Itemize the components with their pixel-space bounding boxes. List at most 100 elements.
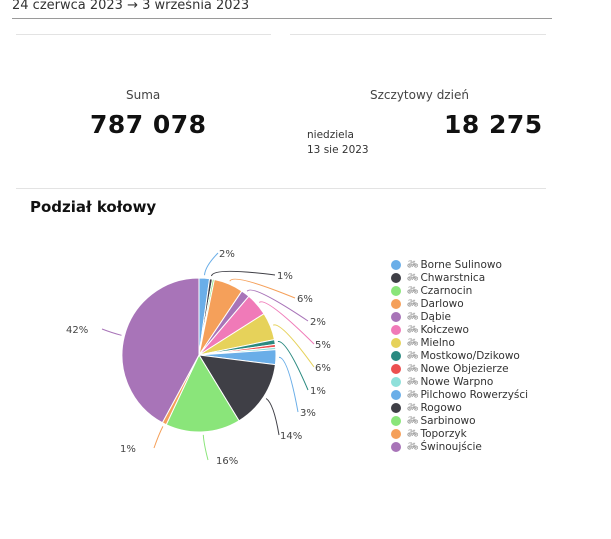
bicycle-icon: 🚲︎ bbox=[407, 298, 419, 309]
legend-item-dabie[interactable]: 🚲︎ Dąbie bbox=[391, 310, 528, 323]
leader-line bbox=[278, 356, 299, 413]
legend-item-toporzyk[interactable]: 🚲︎ Toporzyk bbox=[391, 427, 528, 440]
bicycle-icon: 🚲︎ bbox=[407, 337, 419, 348]
section-title: Podział kołowy bbox=[30, 198, 157, 216]
legend-item-rogowo[interactable]: 🚲︎ Rogowo bbox=[391, 401, 528, 414]
legend-item-kolczewo[interactable]: 🚲︎ Kołczewo bbox=[391, 323, 528, 336]
pct-label-sarbinowo: 16% bbox=[216, 456, 238, 467]
leader-line bbox=[258, 301, 315, 345]
bicycle-icon: 🚲︎ bbox=[407, 285, 419, 296]
bicycle-icon: 🚲︎ bbox=[407, 311, 419, 322]
legend-dot bbox=[391, 272, 401, 283]
pct-label-mielno: 6% bbox=[315, 363, 331, 374]
legend-dot bbox=[391, 350, 401, 361]
legend-dot bbox=[391, 441, 401, 452]
bicycle-icon: 🚲︎ bbox=[407, 259, 419, 270]
legend-item-darlowo[interactable]: 🚲︎ Darlowo bbox=[391, 297, 528, 310]
legend-item-nowe-warpno[interactable]: 🚲︎ Nowe Warpno bbox=[391, 375, 528, 388]
legend-item-pilchowo[interactable]: 🚲︎ Pilchowo Rowerzyści bbox=[391, 388, 528, 401]
bicycle-icon: 🚲︎ bbox=[407, 402, 419, 413]
pie-slice[interactable] bbox=[165, 353, 240, 433]
legend-dot bbox=[391, 363, 401, 374]
pct-label-dabie: 2% bbox=[310, 317, 326, 328]
legend-label: Dąbie bbox=[420, 310, 451, 323]
bicycle-icon: 🚲︎ bbox=[407, 324, 419, 335]
peak-day-full-date: 13 sie 2023 bbox=[307, 144, 369, 156]
legend-label: Mielno bbox=[420, 336, 455, 349]
legend-label: Mostkowo/Dzikowo bbox=[420, 349, 520, 362]
leader-line bbox=[153, 426, 164, 449]
legend-dot bbox=[391, 389, 401, 400]
leader-line bbox=[277, 341, 309, 391]
legend-dot bbox=[391, 285, 401, 296]
pct-label-darlowo: 6% bbox=[297, 294, 313, 305]
legend-dot bbox=[391, 259, 401, 270]
legend-item-sarbinowo[interactable]: 🚲︎ Sarbinowo bbox=[391, 414, 528, 427]
leader-line bbox=[229, 278, 296, 299]
pct-label-chwarstnica: 1% bbox=[277, 271, 293, 282]
chart-legend: 🚲︎ Borne Sulinowo 🚲︎ Chwarstnica 🚲︎ Czarnoc… bbox=[391, 258, 528, 453]
legend-dot bbox=[391, 428, 401, 439]
pie-labels: 2% 1% 6% 2% 5% 6% 1% 3% 14% 16% 1% 42% bbox=[66, 249, 331, 467]
peak-day-date: niedziela 13 sie 2023 bbox=[307, 128, 369, 158]
bicycle-icon: 🚲︎ bbox=[407, 441, 419, 452]
legend-label: Czarnocin bbox=[420, 284, 473, 297]
bicycle-icon: 🚲︎ bbox=[407, 272, 419, 283]
legend-label: Darlowo bbox=[420, 297, 464, 310]
divider bbox=[290, 34, 546, 35]
pie-slices bbox=[121, 277, 277, 433]
legend-item-czarnocin[interactable]: 🚲︎ Czarnocin bbox=[391, 284, 528, 297]
pie-leader-lines bbox=[101, 252, 315, 461]
bicycle-icon: 🚲︎ bbox=[407, 376, 419, 387]
legend-item-mostkowo-dzikowo[interactable]: 🚲︎ Mostkowo/Dzikowo bbox=[391, 349, 528, 362]
pct-label-rogowo: 14% bbox=[280, 431, 302, 442]
pie-slice[interactable] bbox=[198, 354, 276, 422]
legend-label: Świnoujście bbox=[420, 440, 482, 453]
peak-day-label: Szczytowy dzień bbox=[370, 88, 469, 102]
bicycle-icon: 🚲︎ bbox=[407, 363, 419, 374]
legend-label: Borne Sulinowo bbox=[420, 258, 502, 271]
divider bbox=[16, 34, 271, 35]
leader-line bbox=[273, 324, 315, 368]
total-value: 787 078 bbox=[90, 110, 207, 139]
legend-label: Pilchowo Rowerzyści bbox=[420, 388, 529, 401]
legend-label: Rogowo bbox=[420, 401, 462, 414]
leader-line bbox=[246, 289, 309, 322]
legend-item-chwarstnica[interactable]: 🚲︎ Chwarstnica bbox=[391, 271, 528, 284]
legend-dot bbox=[391, 311, 401, 322]
legend-item-swinoujscie[interactable]: 🚲︎ Świnoujście bbox=[391, 440, 528, 453]
leader-line bbox=[202, 434, 209, 461]
legend-dot bbox=[391, 324, 401, 335]
divider bbox=[12, 18, 552, 19]
legend-label: Nowe Warpno bbox=[420, 375, 494, 388]
leader-line bbox=[101, 328, 122, 336]
legend-label: Toporzyk bbox=[420, 427, 467, 440]
legend-dot bbox=[391, 337, 401, 348]
pie-slice[interactable] bbox=[121, 277, 200, 424]
legend-label: Kołczewo bbox=[420, 323, 469, 336]
legend-item-borne-sulinowo[interactable]: 🚲︎ Borne Sulinowo bbox=[391, 258, 528, 271]
legend-dot bbox=[391, 402, 401, 413]
legend-dot bbox=[391, 415, 401, 426]
pct-label-toporzyk: 1% bbox=[120, 444, 136, 455]
bicycle-icon: 🚲︎ bbox=[407, 389, 419, 400]
legend-item-nowe-objezierze[interactable]: 🚲︎ Nowe Objezierze bbox=[391, 362, 528, 375]
legend-label: Nowe Objezierze bbox=[420, 362, 509, 375]
pct-label-kolczewo: 5% bbox=[315, 340, 331, 351]
bicycle-icon: 🚲︎ bbox=[407, 428, 419, 439]
divider bbox=[16, 188, 546, 189]
date-range: 24 czerwca 2023 → 3 września 2023 bbox=[12, 0, 250, 13]
leader-line bbox=[265, 398, 280, 436]
leader-line bbox=[211, 270, 276, 277]
bicycle-icon: 🚲︎ bbox=[407, 350, 419, 361]
legend-label: Sarbinowo bbox=[420, 414, 476, 427]
total-label: Suma bbox=[126, 88, 161, 102]
pct-label-pilchowo: 3% bbox=[300, 408, 316, 419]
legend-item-mielno[interactable]: 🚲︎ Mielno bbox=[391, 336, 528, 349]
legend-label: Chwarstnica bbox=[420, 271, 486, 284]
peak-day-value: 18 275 bbox=[444, 110, 543, 139]
legend-dot bbox=[391, 298, 401, 309]
leader-line bbox=[204, 252, 219, 276]
legend-dot bbox=[391, 376, 401, 387]
